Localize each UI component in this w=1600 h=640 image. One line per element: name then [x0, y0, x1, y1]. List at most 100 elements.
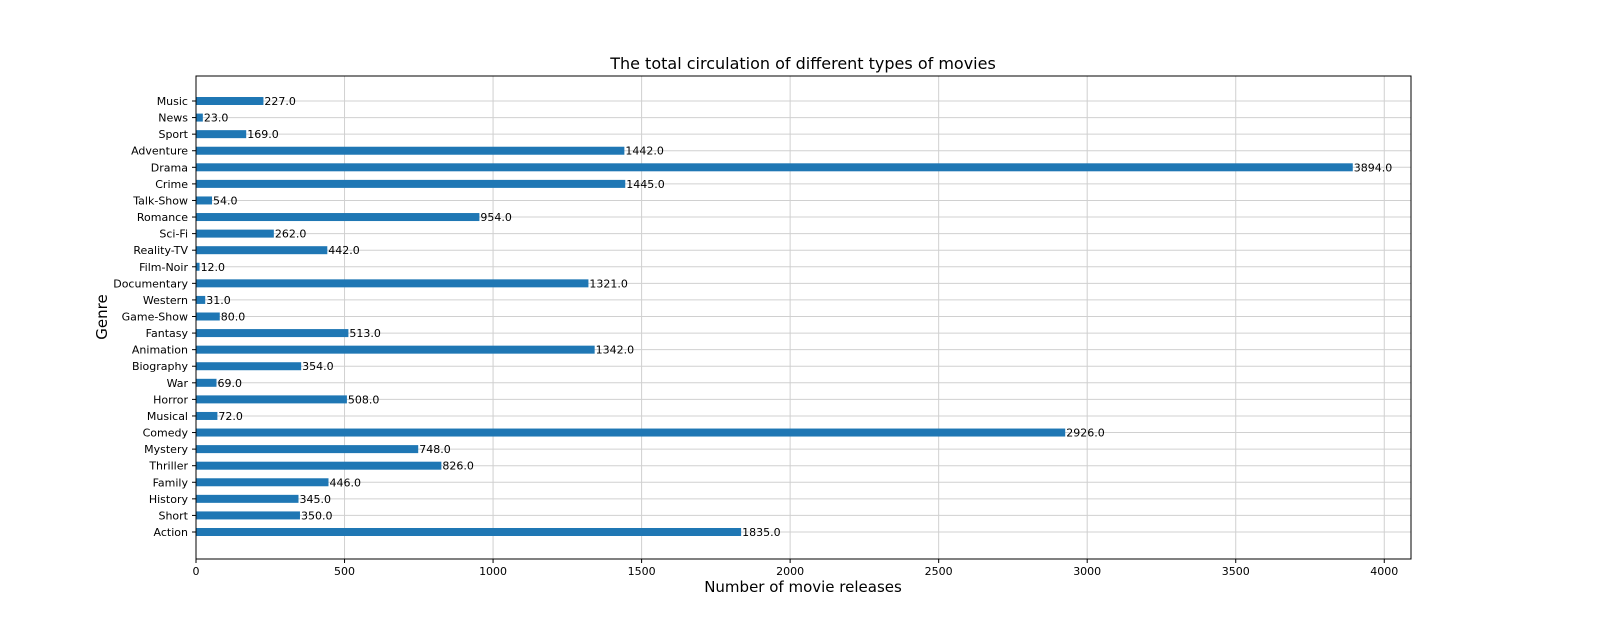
data-label-animation: 1342.0	[596, 344, 635, 357]
y-tick-label: Sci-Fi	[159, 228, 188, 241]
data-label-short: 350.0	[301, 509, 333, 522]
bar-film-noir	[196, 262, 200, 271]
data-label-musical: 72.0	[218, 410, 243, 423]
y-tick-label: Family	[153, 476, 189, 489]
bar-action	[196, 528, 742, 536]
x-tick-label: 4000	[1370, 565, 1398, 578]
grid	[195, 76, 1411, 559]
data-label-drama: 3894.0	[1354, 161, 1393, 174]
y-tick-label: Biography	[132, 360, 189, 373]
bar-news	[196, 113, 203, 122]
x-axis-ticks: 0 500 1000 1500 2000 2500 3000 3500 4000	[193, 559, 1398, 578]
data-label-history: 345.0	[299, 493, 331, 506]
data-label-talk-show: 54.0	[213, 194, 238, 207]
bar-sci-fi	[196, 229, 274, 238]
y-tick-label: Horror	[153, 393, 188, 406]
bar-biography	[196, 362, 302, 371]
data-label-western: 31.0	[206, 294, 231, 307]
bar-family	[196, 478, 329, 487]
y-tick-label: Talk-Show	[132, 194, 188, 207]
bar-history	[196, 494, 299, 503]
y-tick-label: Musical	[147, 410, 188, 423]
y-tick-label: Romance	[137, 211, 188, 224]
y-tick-label: Game-Show	[122, 311, 188, 324]
y-tick-label: Adventure	[131, 145, 188, 158]
y-tick-label: Reality-TV	[133, 244, 188, 257]
bar-comedy	[196, 428, 1066, 437]
data-label-game-show: 80.0	[221, 311, 246, 324]
data-label-film-noir: 12.0	[201, 261, 226, 274]
y-axis-label: Genre	[93, 294, 111, 339]
bar-romance	[196, 213, 480, 222]
data-label-fantasy: 513.0	[349, 327, 381, 340]
bar-sport	[196, 130, 247, 139]
data-label-action: 1835.0	[742, 526, 781, 539]
data-label-reality-tv: 442.0	[328, 244, 360, 257]
data-label-biography: 354.0	[302, 360, 334, 373]
bar-mystery	[196, 445, 419, 454]
y-tick-label: History	[149, 493, 189, 506]
data-label-crime: 1445.0	[626, 178, 665, 191]
bar-animation	[196, 345, 595, 354]
bars	[196, 97, 1353, 536]
data-label-sci-fi: 262.0	[275, 228, 307, 241]
y-tick-label: War	[167, 377, 189, 390]
y-tick-label: Animation	[132, 344, 188, 357]
bar-crime	[196, 179, 626, 188]
bar-drama	[196, 163, 1353, 172]
x-tick-label: 1000	[479, 565, 507, 578]
bar-fantasy	[196, 329, 349, 338]
data-label-romance: 954.0	[480, 211, 512, 224]
y-tick-label: Crime	[155, 178, 188, 191]
bar-talk-show	[196, 196, 213, 205]
bar-thriller	[196, 461, 442, 470]
data-label-thriller: 826.0	[442, 460, 474, 473]
data-label-documentary: 1321.0	[589, 277, 628, 290]
data-label-adventure: 1442.0	[625, 145, 664, 158]
bar-adventure	[196, 146, 625, 155]
bar-game-show	[196, 312, 220, 321]
y-tick-label: Mystery	[144, 443, 188, 456]
y-tick-label: Fantasy	[146, 327, 189, 340]
y-tick-label: Music	[157, 95, 188, 108]
data-label-comedy: 2926.0	[1066, 427, 1105, 440]
x-tick-label: 3500	[1222, 565, 1250, 578]
bar-horror	[196, 395, 347, 404]
data-label-mystery: 748.0	[419, 443, 451, 456]
bar-reality-tv	[196, 246, 328, 255]
bar-music	[196, 97, 264, 105]
y-tick-label: Sport	[158, 128, 188, 141]
x-tick-label: 2500	[925, 565, 953, 578]
y-tick-label: Short	[158, 509, 188, 522]
y-tick-label: Film-Noir	[139, 261, 188, 274]
bar-musical	[196, 411, 218, 420]
y-tick-label: News	[158, 112, 188, 125]
x-axis-label: Number of movie releases	[704, 578, 902, 596]
data-label-sport: 169.0	[247, 128, 279, 141]
y-axis-ticks: Action Short History Family Thriller Mystery C…	[113, 95, 196, 539]
y-tick-label: Documentary	[113, 277, 188, 290]
bar-western	[196, 295, 206, 304]
x-tick-label: 500	[334, 565, 355, 578]
bar-war	[196, 378, 217, 387]
data-label-war: 69.0	[217, 377, 242, 390]
x-tick-label: 3000	[1073, 565, 1101, 578]
data-label-news: 23.0	[204, 112, 229, 125]
y-tick-label: Western	[143, 294, 188, 307]
y-tick-label: Drama	[151, 161, 188, 174]
x-tick-label: 1500	[628, 565, 656, 578]
y-tick-label: Thriller	[148, 460, 188, 473]
y-tick-label: Action	[154, 526, 188, 539]
x-tick-label: 0	[193, 565, 200, 578]
bar-documentary	[196, 279, 589, 288]
x-tick-label: 2000	[776, 565, 804, 578]
bar-short	[196, 511, 300, 520]
data-label-horror: 508.0	[348, 393, 380, 406]
data-label-music: 227.0	[264, 95, 296, 108]
y-tick-label: Comedy	[143, 427, 189, 440]
data-labels: 1835.0 350.0 345.0 446.0 826.0 748.0 2926.0 72.…	[201, 95, 1393, 539]
plot-frame	[195, 75, 1412, 560]
chart-title: The total circulation of different types…	[609, 54, 996, 73]
